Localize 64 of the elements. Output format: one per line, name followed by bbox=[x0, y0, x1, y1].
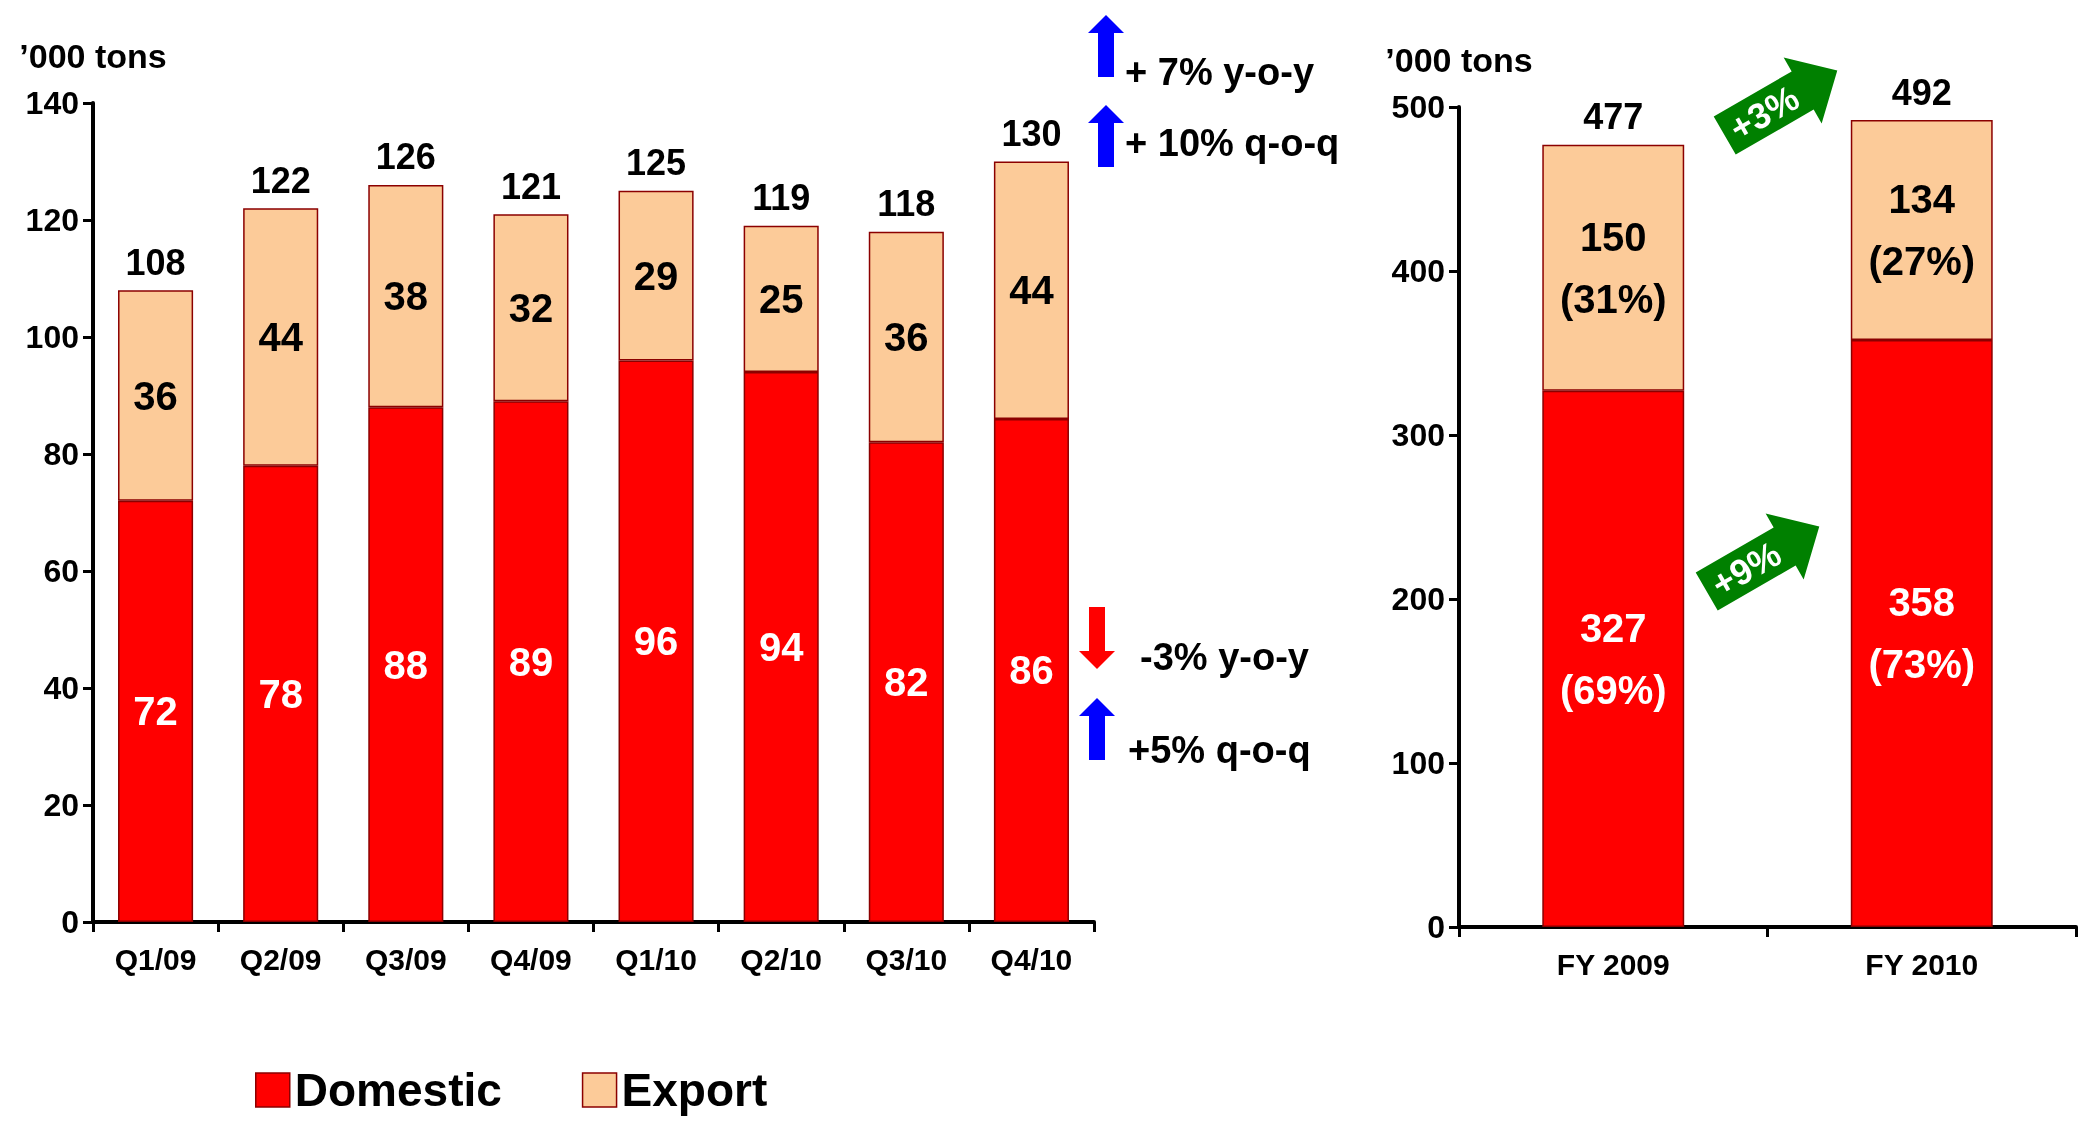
y-tick-label: 60 bbox=[43, 553, 79, 589]
x-tick-label: Q1/10 bbox=[615, 942, 697, 976]
x-tick-label: Q2/10 bbox=[740, 942, 823, 976]
text: -3% y-o-y bbox=[1140, 636, 1309, 678]
data-label: 36 bbox=[133, 373, 178, 418]
data-label: 36 bbox=[884, 315, 929, 359]
total-label: 119 bbox=[752, 177, 811, 219]
data-label: 32 bbox=[508, 285, 554, 330]
total-label: 122 bbox=[250, 159, 311, 201]
data-label: 89 bbox=[508, 639, 554, 684]
data-label: 94 bbox=[758, 625, 805, 670]
x-tick-label: Q3/09 bbox=[364, 942, 447, 976]
annotation: +3% bbox=[1722, 76, 1806, 150]
x-tick-label: FY 2009 bbox=[1556, 947, 1670, 981]
data-label: 358 (73%) bbox=[1868, 580, 1976, 687]
y-tick-label: 0 bbox=[1427, 909, 1445, 945]
y-tick-label: 400 bbox=[1391, 253, 1445, 289]
data-label: 134 (27%) bbox=[1868, 177, 1976, 283]
y-tick-label: 500 bbox=[1391, 89, 1445, 125]
y-tick-label: 0 bbox=[61, 904, 79, 940]
data-label: 150 (31%) bbox=[1559, 214, 1667, 321]
data-label: 86 bbox=[1009, 648, 1054, 693]
data-label: 82 bbox=[884, 660, 929, 705]
x-tick-label: Q3/10 bbox=[865, 942, 948, 976]
data-label: 72 bbox=[133, 689, 178, 734]
data-label: 78 bbox=[258, 671, 303, 716]
y-tick-label: 140 bbox=[25, 85, 79, 121]
y-tick-label: 300 bbox=[1391, 417, 1445, 453]
y-tick-label: 20 bbox=[43, 787, 79, 823]
x-tick-label: Q2/09 bbox=[239, 942, 322, 976]
text: + 7% y-o-y bbox=[1125, 51, 1315, 93]
total-label: 126 bbox=[375, 136, 436, 178]
legend-label: Domestic bbox=[294, 1064, 502, 1116]
data-label: 88 bbox=[383, 642, 429, 687]
y-tick-label: 40 bbox=[43, 670, 79, 706]
x-tick-label: Q4/09 bbox=[490, 942, 572, 976]
x-tick-label: Q4/10 bbox=[990, 942, 1073, 976]
y-tick-label: 80 bbox=[43, 436, 79, 472]
text: +5% q-o-q bbox=[1128, 729, 1311, 771]
total-label: 125 bbox=[626, 142, 687, 184]
total-label: 130 bbox=[1001, 113, 1062, 154]
total-label: 121 bbox=[500, 165, 561, 207]
data-label: 29 bbox=[633, 253, 679, 298]
data-label: 38 bbox=[383, 274, 429, 319]
data-label: 25 bbox=[758, 276, 804, 321]
legend-label: Export bbox=[621, 1064, 768, 1116]
total-label: 492 bbox=[1891, 71, 1952, 113]
data-label: 44 bbox=[258, 315, 304, 359]
x-tick-label: Q1/09 bbox=[114, 942, 197, 976]
y-tick-label: 200 bbox=[1391, 581, 1445, 617]
data-label: 96 bbox=[633, 619, 679, 664]
y-tick-label: 120 bbox=[25, 202, 79, 238]
y-tick-label: 100 bbox=[1391, 745, 1445, 781]
total-label: 118 bbox=[877, 183, 936, 225]
y-axis-title: ’000 tons bbox=[19, 37, 167, 75]
x-tick-label: FY 2010 bbox=[1865, 947, 1979, 981]
y-tick-label: 100 bbox=[25, 319, 79, 355]
data-label: 327 (69%) bbox=[1559, 605, 1667, 712]
text: + 10% q-o-q bbox=[1125, 122, 1340, 164]
total-label: 108 bbox=[125, 241, 186, 283]
annotation: +9% bbox=[1704, 532, 1788, 606]
total-label: 477 bbox=[1583, 96, 1644, 138]
y-axis-title: ’000 tons bbox=[1385, 41, 1533, 79]
data-label: 44 bbox=[1009, 268, 1055, 313]
